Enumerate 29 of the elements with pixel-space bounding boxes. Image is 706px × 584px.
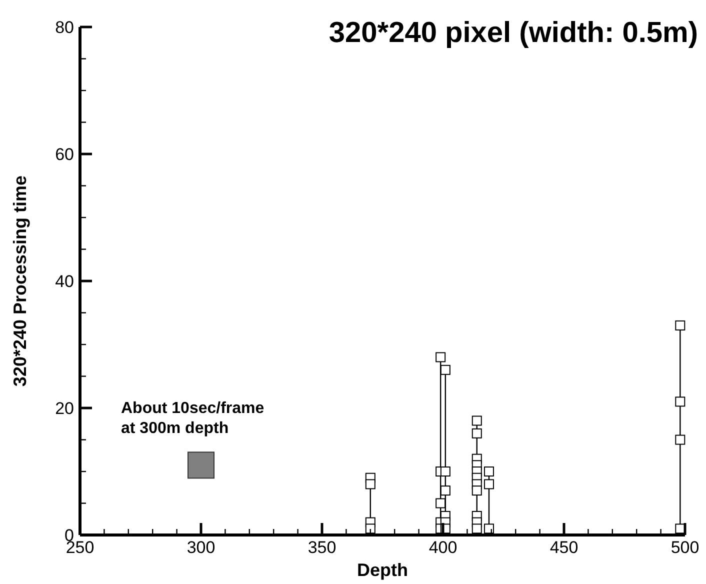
point bbox=[436, 498, 446, 508]
x-tick-label: 350 bbox=[308, 538, 336, 557]
point bbox=[436, 352, 446, 362]
point bbox=[472, 524, 482, 534]
point bbox=[675, 434, 686, 445]
y-tick-label: 40 bbox=[55, 272, 74, 291]
point bbox=[440, 364, 450, 375]
point bbox=[472, 486, 482, 496]
point bbox=[484, 466, 494, 476]
point bbox=[365, 479, 376, 490]
x-tick-label: 500 bbox=[670, 538, 700, 557]
point bbox=[484, 479, 494, 490]
point bbox=[472, 428, 482, 438]
point bbox=[675, 396, 686, 407]
annotation: About 10sec/frame at 300m depth bbox=[121, 400, 264, 438]
x-tick-label: 400 bbox=[428, 538, 458, 557]
y-tick-label: 20 bbox=[55, 398, 74, 418]
chart-title: 320*240 pixel (width: 0.5m) bbox=[328, 17, 698, 49]
point bbox=[472, 416, 482, 426]
x-tick-label: 450 bbox=[550, 538, 578, 557]
x-tick-label: 300 bbox=[186, 538, 216, 557]
point bbox=[440, 486, 450, 496]
y-tick-label: 80 bbox=[55, 18, 74, 37]
y-tick-label: 60 bbox=[55, 144, 74, 164]
y-axis-title: 320*240 Processing time bbox=[10, 175, 30, 387]
point bbox=[440, 466, 450, 476]
point bbox=[188, 452, 214, 479]
x-axis-title: Depth bbox=[357, 560, 408, 580]
point bbox=[675, 320, 686, 330]
